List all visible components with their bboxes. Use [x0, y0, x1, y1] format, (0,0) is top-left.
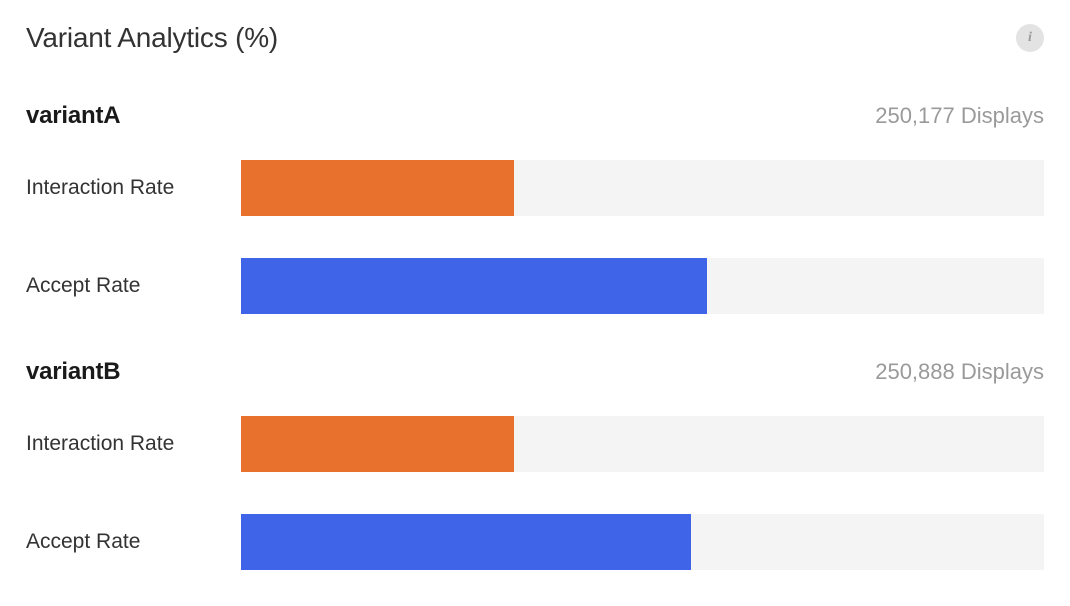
bar-track — [241, 416, 1044, 472]
variant-block: variantB 250,888 Displays Interaction Rate… — [26, 358, 1044, 570]
metric-label: Interaction Rate — [26, 176, 241, 200]
variant-name: variantA — [26, 102, 120, 130]
metric-row: Accept Rate — [26, 258, 1044, 314]
variant-block: variantA 250,177 Displays Interaction Rate… — [26, 102, 1044, 314]
metric-label: Interaction Rate — [26, 432, 241, 456]
bar-fill — [241, 258, 707, 314]
bar-track — [241, 514, 1044, 570]
metric-row: Interaction Rate — [26, 416, 1044, 472]
variant-header: variantA 250,177 Displays — [26, 102, 1044, 130]
metric-label: Accept Rate — [26, 530, 241, 554]
variant-displays: 250,888 Displays — [875, 359, 1044, 385]
variant-header: variantB 250,888 Displays — [26, 358, 1044, 386]
variant-displays: 250,177 Displays — [875, 103, 1044, 129]
page-title: Variant Analytics (%) — [26, 22, 278, 54]
bar-track — [241, 160, 1044, 216]
bar-fill — [241, 160, 514, 216]
bar-fill — [241, 514, 691, 570]
metric-row: Interaction Rate — [26, 160, 1044, 216]
variant-name: variantB — [26, 358, 120, 386]
variants-container: variantA 250,177 Displays Interaction Rate… — [26, 102, 1044, 570]
metric-row: Accept Rate — [26, 514, 1044, 570]
metric-label: Accept Rate — [26, 274, 241, 298]
bar-track — [241, 258, 1044, 314]
bar-fill — [241, 416, 514, 472]
info-icon[interactable]: i — [1016, 24, 1044, 52]
analytics-header: Variant Analytics (%) i — [26, 22, 1044, 54]
